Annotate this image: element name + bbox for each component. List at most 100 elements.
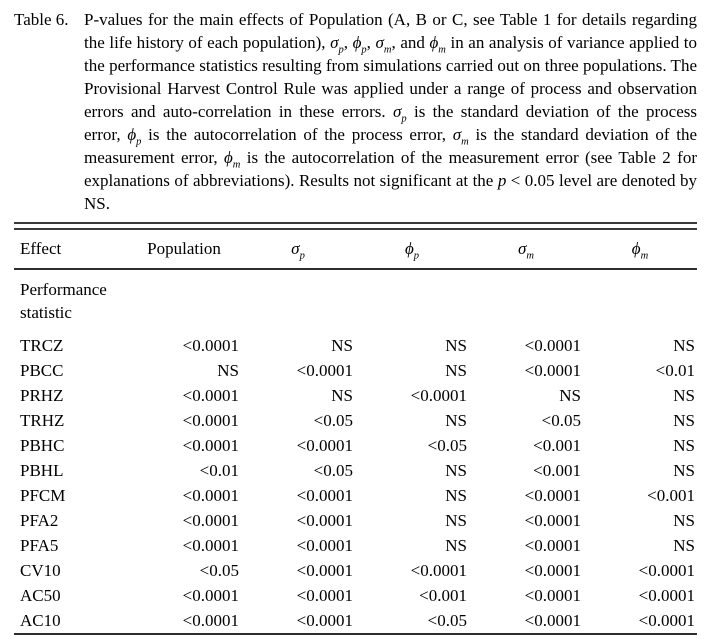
pvalue-cell: NS [445, 485, 467, 505]
pvalue-cell: NS [673, 435, 695, 455]
table-row-pbhl: PBHL <0.01 <0.05 NS <0.001 NS [14, 458, 697, 483]
table-row-prhz: PRHZ <0.0001 NS <0.0001 NS NS [14, 383, 697, 408]
group-header-row: Performance statistic [14, 269, 697, 333]
pvalue-cell: <0.0001 [182, 485, 239, 505]
pvalue-cell: <0.001 [533, 435, 581, 455]
table-top-rule [14, 222, 697, 230]
pvalue-cell: <0.0001 [296, 535, 353, 555]
pvalue-cell: NS [445, 460, 467, 480]
table-row-pfcm: PFCM <0.0001 <0.0001 NS <0.0001 <0.001 [14, 483, 697, 508]
pvalue-cell: NS [673, 385, 695, 405]
table-row-trhz: TRHZ <0.0001 <0.05 NS <0.05 NS [14, 408, 697, 433]
pvalue-cell: <0.0001 [182, 410, 239, 430]
pvalue-cell: <0.0001 [524, 535, 581, 555]
column-header-sigma-m: σm [469, 230, 583, 270]
pvalue-cell: <0.0001 [296, 485, 353, 505]
pvalue-cell: NS [673, 335, 695, 355]
effect-label: TRCZ [20, 335, 64, 355]
table-caption-label: Table 6. [14, 10, 69, 29]
pvalue-cell: <0.0001 [524, 585, 581, 605]
table-row-pbhc: PBHC <0.0001 <0.0001 <0.05 <0.001 NS [14, 433, 697, 458]
caption-text: P-values for the main effects of Populat… [84, 10, 698, 213]
pvalue-cell: NS [559, 385, 581, 405]
pvalues-table: Effect Population σp ϕp σm ϕm Performance sta… [14, 230, 697, 633]
pvalue-cell: <0.0001 [182, 610, 239, 630]
effect-label: PRHZ [20, 385, 64, 405]
pvalue-cell: <0.0001 [638, 560, 695, 580]
table-row-cv10: CV10 <0.05 <0.0001 <0.0001 <0.0001 <0.0001 [14, 558, 697, 583]
pvalue-cell: <0.0001 [296, 610, 353, 630]
pvalue-cell: <0.0001 [182, 335, 239, 355]
pvalue-cell: <0.001 [419, 585, 467, 605]
table-caption: Table 6. P-values for the main effects o… [14, 8, 697, 215]
column-header-population: Population [127, 230, 241, 270]
effect-label: PBHC [20, 435, 65, 455]
pvalue-cell: <0.0001 [182, 535, 239, 555]
pvalue-cell: <0.05 [541, 410, 581, 430]
pvalue-cell: NS [445, 510, 467, 530]
pvalue-cell: <0.0001 [524, 335, 581, 355]
pvalue-cell: NS [445, 410, 467, 430]
effect-label: PFA2 [20, 510, 59, 530]
column-header-phi-p: ϕp [355, 230, 469, 270]
pvalue-cell: NS [445, 335, 467, 355]
effect-label: PFCM [20, 485, 66, 505]
pvalue-cell: <0.0001 [182, 510, 239, 530]
pvalue-cell: <0.0001 [410, 560, 467, 580]
pvalue-cell: NS [673, 460, 695, 480]
effect-label: AC10 [20, 610, 61, 630]
effect-label: PBHL [20, 460, 64, 480]
pvalue-cell: <0.0001 [296, 435, 353, 455]
effect-label: AC50 [20, 585, 61, 605]
pvalue-cell: NS [331, 335, 353, 355]
pvalue-cell: <0.0001 [638, 585, 695, 605]
pvalue-cell: <0.0001 [524, 510, 581, 530]
pvalue-cell: <0.0001 [296, 585, 353, 605]
pvalue-cell: <0.0001 [524, 360, 581, 380]
pvalue-cell: <0.0001 [182, 435, 239, 455]
pvalue-cell: <0.05 [313, 460, 353, 480]
table-row-pfa2: PFA2 <0.0001 <0.0001 NS <0.0001 NS [14, 508, 697, 533]
pvalue-cell: <0.0001 [524, 485, 581, 505]
pvalue-cell: <0.01 [199, 460, 239, 480]
pvalue-cell: NS [673, 410, 695, 430]
table-row-pfa5: PFA5 <0.0001 <0.0001 NS <0.0001 NS [14, 533, 697, 558]
pvalue-cell: NS [445, 535, 467, 555]
pvalue-cell: <0.0001 [524, 560, 581, 580]
pvalue-cell: <0.0001 [410, 385, 467, 405]
pvalue-cell: <0.0001 [638, 610, 695, 630]
pvalue-cell: <0.0001 [182, 385, 239, 405]
pvalue-cell: <0.0001 [296, 360, 353, 380]
table-bottom-rule [14, 633, 697, 635]
pvalue-cell: <0.05 [427, 610, 467, 630]
column-header-phi-m: ϕm [583, 230, 697, 270]
effect-label: PFA5 [20, 535, 59, 555]
pvalue-cell: NS [217, 360, 239, 380]
pvalue-cell: NS [445, 360, 467, 380]
pvalue-cell: <0.05 [313, 410, 353, 430]
pvalue-cell: NS [331, 385, 353, 405]
pvalue-cell: <0.0001 [296, 510, 353, 530]
pvalue-cell: <0.0001 [182, 585, 239, 605]
pvalue-cell: <0.05 [427, 435, 467, 455]
pvalue-cell: NS [673, 510, 695, 530]
table-row-pbcc: PBCC NS <0.0001 NS <0.0001 <0.01 [14, 358, 697, 383]
pvalue-cell: <0.01 [655, 360, 695, 380]
pvalue-cell: <0.05 [199, 560, 239, 580]
column-header-effect: Effect [14, 230, 127, 270]
pvalue-cell: <0.0001 [524, 610, 581, 630]
pvalue-cell: <0.001 [533, 460, 581, 480]
pvalue-cell: <0.0001 [296, 560, 353, 580]
effect-label: CV10 [20, 560, 61, 580]
table-row-ac10: AC10 <0.0001 <0.0001 <0.05 <0.0001 <0.0001 [14, 608, 697, 633]
group-header-label: Performance statistic [20, 280, 107, 322]
effect-label: PBCC [20, 360, 64, 380]
pvalue-cell: <0.001 [647, 485, 695, 505]
table-row-trcz: TRCZ <0.0001 NS NS <0.0001 NS [14, 333, 697, 358]
effect-label: TRHZ [20, 410, 65, 430]
pvalue-cell: NS [673, 535, 695, 555]
table-header-row: Effect Population σp ϕp σm ϕm [14, 230, 697, 270]
column-header-sigma-p: σp [241, 230, 355, 270]
table-row-ac50: AC50 <0.0001 <0.0001 <0.001 <0.0001 <0.0001 [14, 583, 697, 608]
